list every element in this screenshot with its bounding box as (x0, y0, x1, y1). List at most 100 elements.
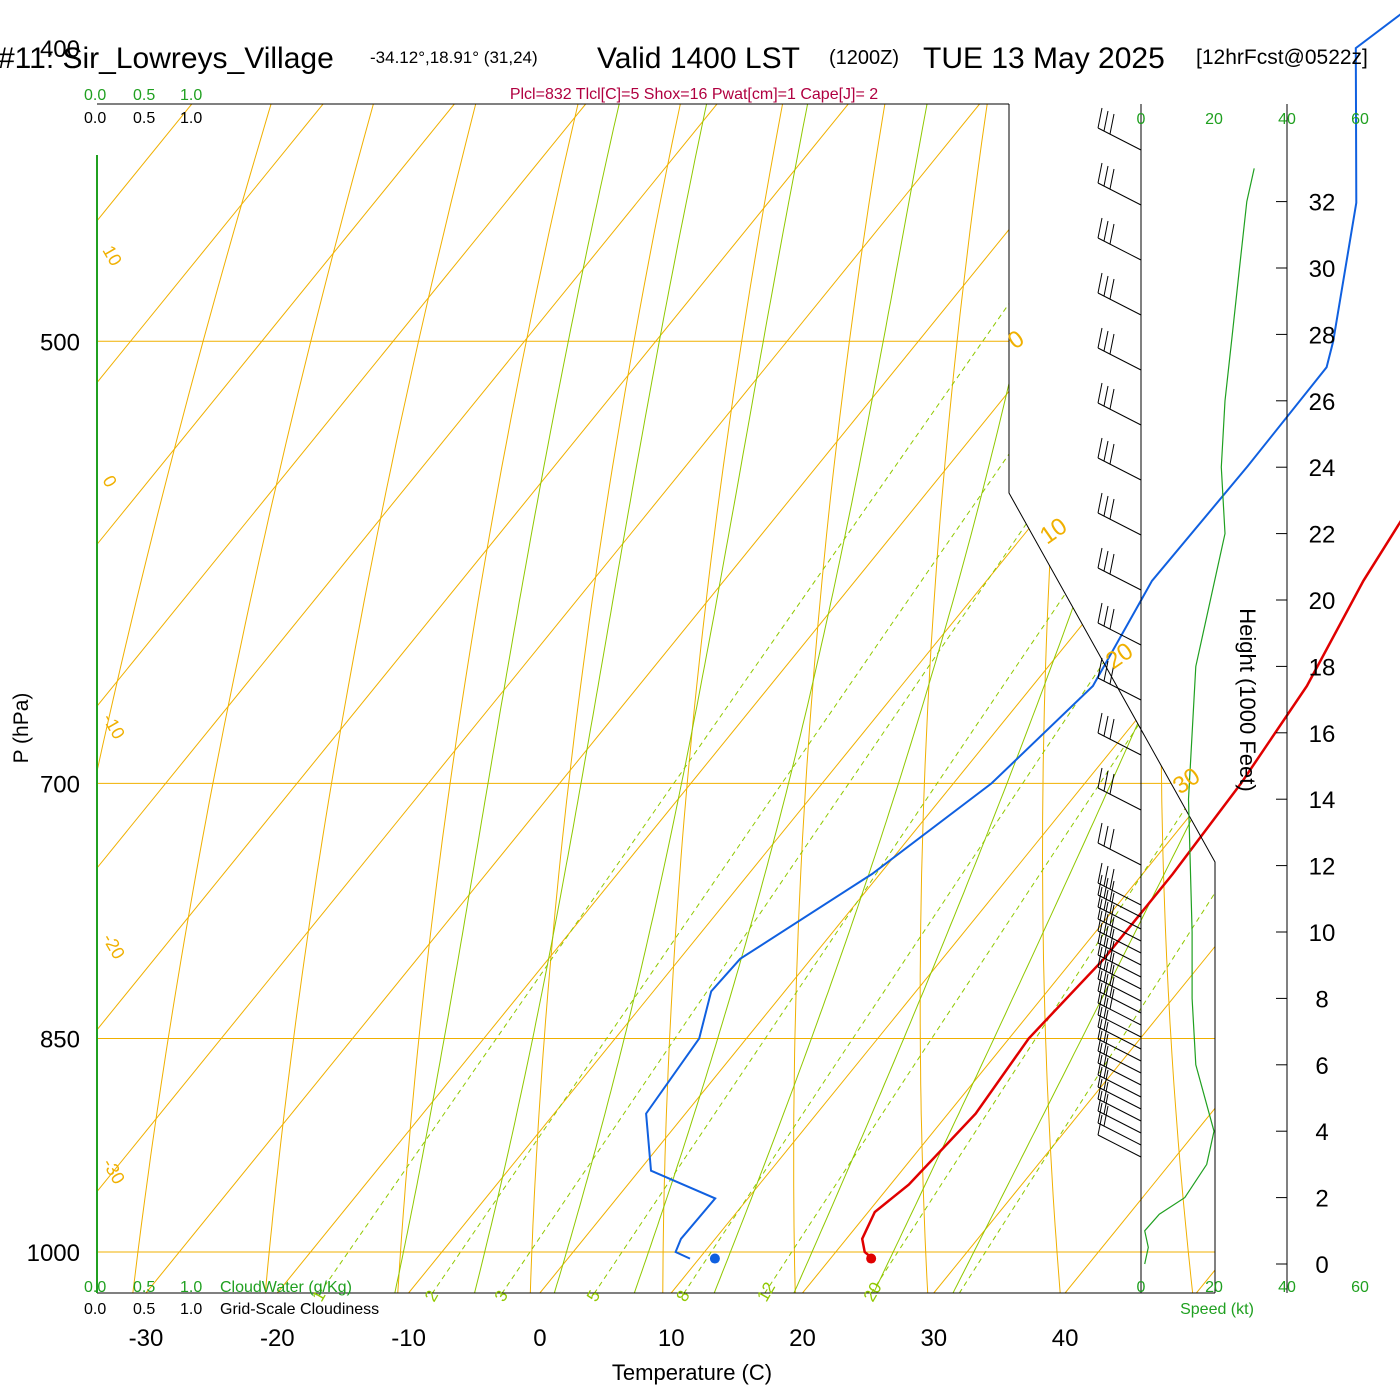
height-tick-label: 10 (1309, 920, 1336, 947)
wind-barb-feather (1097, 1006, 1103, 1028)
wind-barb-feather (1097, 1030, 1103, 1052)
wind-barb-feather (1097, 547, 1103, 569)
temperature-tick-label: 0 (533, 1325, 546, 1352)
temperature-tick-label: 20 (789, 1325, 816, 1352)
speed-tick-label: 60 (1351, 1279, 1369, 1296)
wind-barb-staff (1097, 918, 1142, 942)
isotherm-line (97, 104, 718, 1293)
wind-barb-feather (1103, 165, 1109, 187)
isotherm-label: -10 (99, 710, 129, 743)
mixing-ratio-label: 5 (583, 1287, 604, 1305)
wind-barb-feather (1103, 985, 1109, 1007)
dewpoint-profile-line (645, 13, 1400, 1260)
wind-barb-feather (1109, 976, 1115, 998)
zulu-time: (1200Z) (829, 47, 899, 69)
height-tick-label: 18 (1309, 654, 1336, 681)
height-tick-label: 14 (1309, 787, 1336, 814)
wind-barb-feather (1097, 874, 1103, 896)
wind-barb-staff (1097, 567, 1142, 591)
isotherm-line (670, 104, 1215, 1293)
mixing-ratio-label: 2 (421, 1287, 442, 1305)
wind-barb-feather (1109, 828, 1115, 850)
wind-barb-feather (1109, 892, 1115, 914)
wind-barb-feather (1097, 1102, 1103, 1124)
isotherm-line (97, 104, 455, 1293)
wind-barb-staff (1097, 1062, 1142, 1086)
background-lines (97, 104, 1215, 1293)
wind-barb-staff (1097, 942, 1142, 966)
wind-barb-feather (1097, 1066, 1103, 1088)
speed-tick-label: 40 (1278, 111, 1296, 128)
station-title: #11: Sir_Lowreys_Village (0, 42, 334, 75)
cloudwater-label: CloudWater (g/Kg) (220, 1279, 352, 1296)
wind-barb-feather (1097, 107, 1103, 129)
isotherm-line (97, 104, 849, 1293)
wind-barb-feather (1103, 913, 1109, 935)
cloud-tick-label: 1.0 (180, 87, 202, 104)
wind-barb-feather (1103, 877, 1109, 899)
wind-barb-feather (1109, 928, 1115, 950)
wind-barb-feather (1109, 333, 1115, 355)
isotherm-line (97, 104, 587, 1293)
temperature-tick-label: -20 (260, 1325, 295, 1352)
wind-barb-staff (1097, 978, 1142, 1002)
wind-barb-feather (1103, 1093, 1109, 1115)
sounding-profiles (645, 13, 1400, 1264)
wind-barb-feather (1103, 330, 1109, 352)
wind-barb-feather (1103, 550, 1109, 572)
valid-time: Valid 1400 LST (597, 42, 800, 75)
plot-frame-right (1008, 104, 1216, 1293)
moist-adiabat-line (468, 104, 877, 1293)
wind-barb-staff (1097, 1038, 1142, 1062)
surface-dewpoint-dot (709, 1253, 720, 1264)
wind-barb-feather (1097, 1090, 1103, 1112)
wind-barb-feather (1097, 602, 1103, 624)
wind-barb-staff (1097, 882, 1142, 906)
isotherm-line (408, 104, 1215, 1293)
wind-barb-feather (1103, 949, 1109, 971)
height-tick-label: 4 (1315, 1119, 1328, 1146)
wind-barb-feather (1109, 988, 1115, 1010)
wind-barb-feather (1103, 660, 1109, 682)
y-axis-title: P (hPa) (10, 693, 33, 764)
wind-barb-staff (1097, 894, 1142, 918)
wind-barb-staff (1097, 954, 1142, 978)
cloud-tick-label: 0.5 (133, 87, 155, 104)
wind-barb-staff (1097, 1002, 1142, 1026)
wind-barb-feather (1109, 940, 1115, 962)
temperature-tick-label: -10 (391, 1325, 426, 1352)
speed-scale-top: 0 20 40 60 (1137, 111, 1369, 128)
wind-barb-feather (1109, 964, 1115, 986)
wind-barb-feather (1109, 223, 1115, 245)
wind-barb-staff (1097, 512, 1142, 536)
height-tick-label: 2 (1315, 1186, 1328, 1213)
surface-temperature-dot (866, 1253, 877, 1264)
wind-barb-feather (1097, 272, 1103, 294)
wind-barb-feather (1103, 770, 1109, 792)
wind-barb-feather (1103, 961, 1109, 983)
wind-barb-feather (1109, 498, 1115, 520)
wind-barb-staff (1097, 182, 1142, 206)
isotherm-label: 0 (99, 472, 121, 491)
cloudiness-tick-label: 0.0 (84, 1301, 106, 1318)
height-tick-label: 0 (1315, 1252, 1328, 1279)
wind-barb-staff (1097, 347, 1142, 371)
mixing-ratio-line (944, 104, 1215, 1293)
pressure-tick-label: 400 (40, 36, 80, 63)
wind-barb-feather (1103, 1009, 1109, 1031)
height-tick-label: 24 (1309, 455, 1336, 482)
wind-barb-feather (1103, 1105, 1109, 1127)
cloud-tick-label: 0.5 (133, 1279, 155, 1296)
wind-barb-staff (1097, 1074, 1142, 1098)
wind-barb-feather (1103, 1057, 1109, 1079)
wind-barb-staff (1097, 990, 1142, 1014)
moist-adiabat-line (546, 104, 965, 1293)
wind-barb-staff (1097, 1050, 1142, 1074)
wind-barb-feather (1097, 437, 1103, 459)
temperature-tick-label: 30 (920, 1325, 947, 1352)
moist-adiabat-line (704, 104, 1205, 1293)
wind-barb-feather (1109, 718, 1115, 740)
mixing-ratio-line (856, 104, 1215, 1293)
wind-barb-feather (1097, 886, 1103, 908)
